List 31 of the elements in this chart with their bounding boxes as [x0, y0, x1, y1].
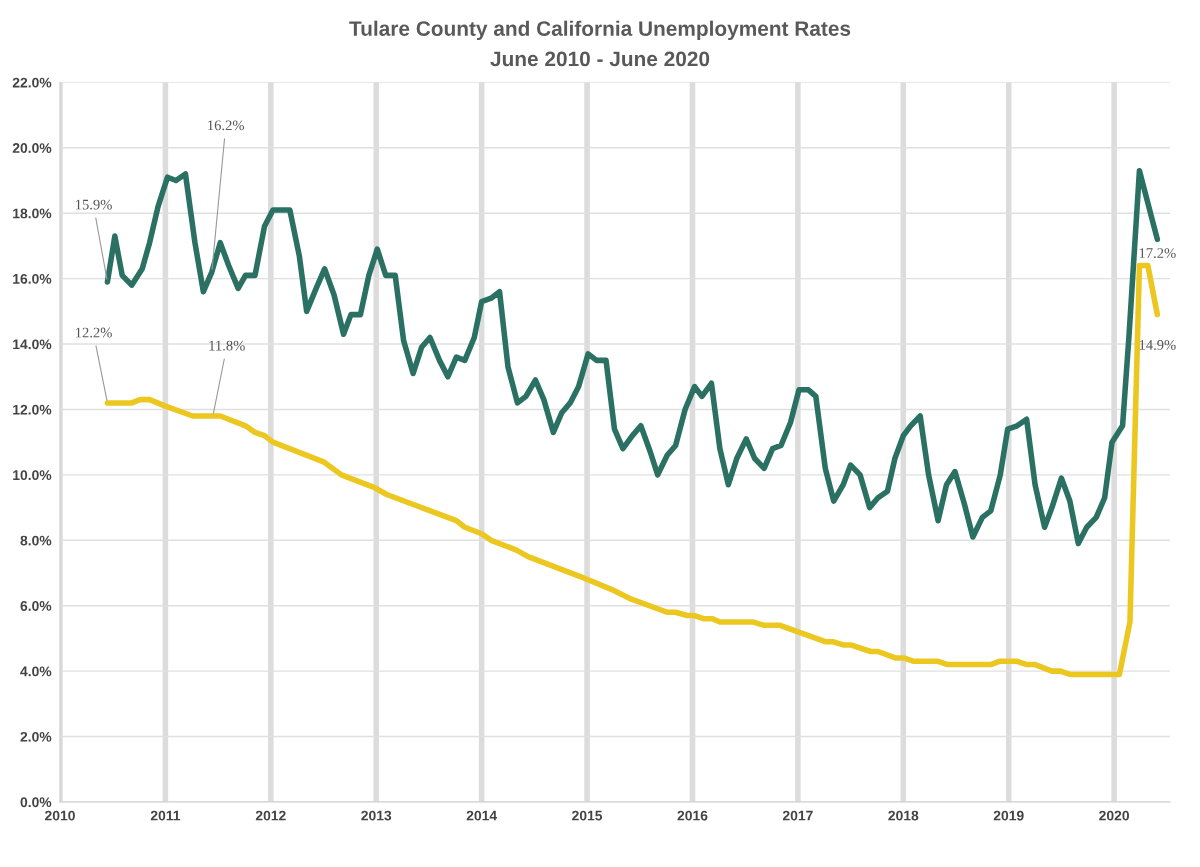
y-tick-label: 18.0%	[13, 208, 52, 219]
x-tick-label: 2019	[993, 810, 1024, 821]
y-tick-label: 16.0%	[13, 273, 52, 284]
annotation: 16.2%	[208, 120, 245, 131]
x-tick-label: 2014	[466, 810, 498, 821]
y-tick-label: 2.0%	[20, 731, 52, 742]
x-tick-label: 2013	[361, 810, 392, 821]
x-tick-label: 2012	[255, 810, 286, 821]
annotation: 12.2%	[76, 327, 112, 338]
annotation: 11.8%	[209, 340, 245, 351]
annotation: 14.9%	[1139, 340, 1176, 350]
y-tick-label: 22.0%	[12, 77, 52, 88]
y-tick-label: 0.0%	[20, 797, 52, 808]
x-tick-label: 2018	[888, 810, 919, 821]
annotation: 17.2%	[1139, 248, 1176, 259]
annotation: 15.9%	[76, 199, 112, 210]
y-tick-label: 6.0%	[20, 601, 52, 611]
y-tick-label: 4.0%	[20, 666, 52, 677]
y-tick-label: 14.0%	[13, 339, 52, 350]
y-tick-label: 12.0%	[13, 404, 52, 415]
x-tick-label: 2017	[782, 810, 813, 821]
x-tick-label: 2011	[150, 810, 181, 821]
x-tick-label: 2016	[677, 810, 708, 821]
chart-title: Tulare County and California Unemployment Rates	[349, 20, 851, 41]
y-tick-label: 8.0%	[20, 535, 52, 546]
y-tick-label: 10.0%	[13, 470, 52, 481]
chart-subtitle: June 2010 - June 2020	[490, 51, 710, 67]
x-tick-label: 2010	[45, 810, 75, 821]
x-tick-label: 2020	[1099, 810, 1130, 821]
y-tick-label: 20.0%	[12, 143, 52, 153]
x-tick-label: 2015	[572, 810, 603, 821]
